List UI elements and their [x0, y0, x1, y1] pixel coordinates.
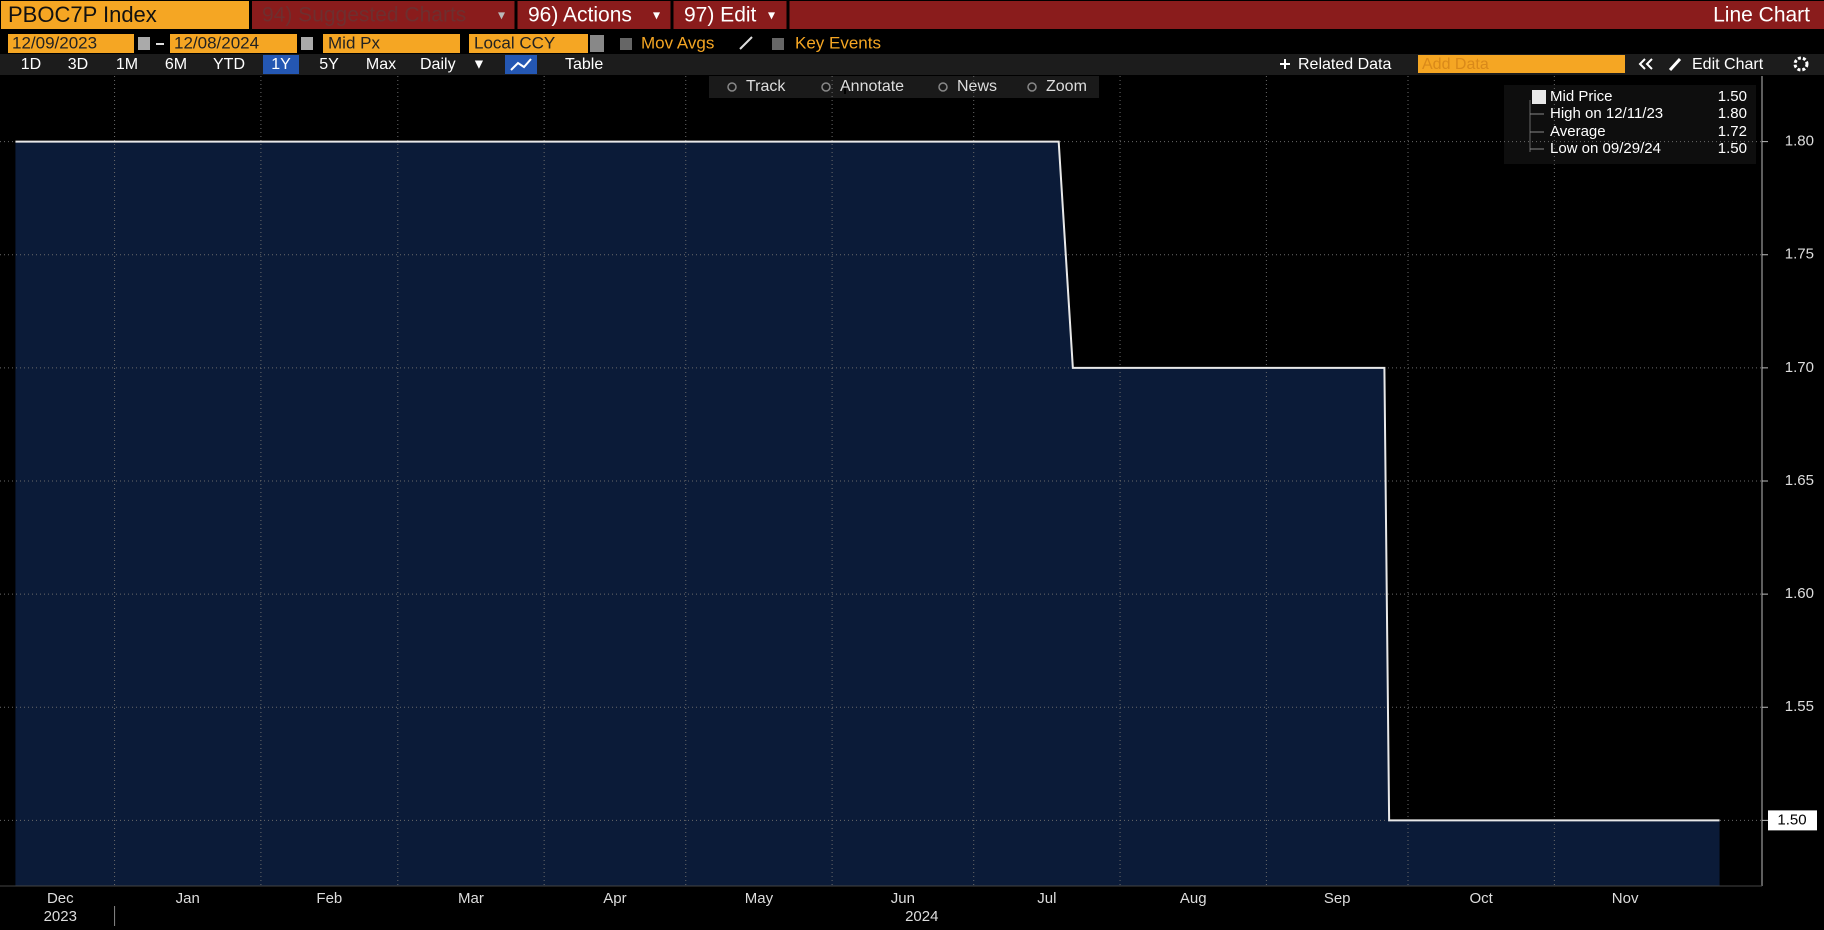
calendar-icon[interactable] — [138, 37, 150, 50]
divider — [844, 80, 846, 94]
dropdown-icon: ▾ — [768, 7, 775, 23]
menu-bar — [252, 1, 1824, 29]
dropdown-icon: ▾ — [653, 7, 660, 23]
x-year-label: 2024 — [905, 908, 938, 925]
period-button[interactable]: 5Y — [319, 56, 339, 73]
legend-label: Mid Price — [1550, 88, 1613, 105]
table-button[interactable]: Table — [565, 56, 603, 73]
pencil-icon[interactable] — [739, 36, 753, 50]
calendar-icon[interactable] — [301, 37, 313, 50]
checkbox[interactable] — [772, 38, 784, 50]
period-button[interactable]: 1D — [21, 56, 41, 73]
tool-button[interactable]: Track — [746, 78, 786, 95]
menu-item[interactable]: 97) Edit — [684, 4, 757, 27]
mov-avgs[interactable]: Mov Avgs — [641, 33, 714, 52]
period-button[interactable]: YTD — [213, 56, 245, 73]
dropdown-icon: ▾ — [498, 7, 505, 23]
ticker-field[interactable] — [1, 1, 249, 29]
tool-icon — [938, 82, 948, 92]
legend-label: Average — [1550, 123, 1606, 140]
x-tick-label: Sep — [1324, 890, 1351, 907]
checkbox[interactable] — [620, 38, 632, 50]
price-tag — [1768, 810, 1817, 831]
x-tick-label: Aug — [1180, 890, 1207, 907]
y-tick-label: 1.55 — [1785, 698, 1814, 715]
x-tick-label: Feb — [316, 890, 342, 907]
tool-icon — [821, 82, 831, 92]
tool-icon — [727, 82, 737, 92]
tool-button[interactable]: News — [957, 78, 997, 95]
tool-icon — [1027, 82, 1037, 92]
period-button[interactable]: 1Y — [271, 56, 291, 73]
collapse-icon[interactable] — [1638, 58, 1646, 70]
legend-value: 1.50 — [1718, 88, 1747, 105]
x-tick-label: May — [745, 890, 774, 907]
y-tick-label: 1.75 — [1785, 246, 1814, 263]
period-button[interactable]: Max — [366, 56, 396, 73]
x-tick-label: Nov — [1612, 890, 1639, 907]
x-tick-label: Jun — [891, 890, 915, 907]
price-tag-label: 1.50 — [1777, 811, 1806, 828]
date-field[interactable] — [8, 34, 134, 53]
x-tick-label: Mar — [458, 890, 484, 907]
collapse-icon[interactable] — [1645, 58, 1653, 70]
x-year-label: 2023 — [44, 908, 77, 925]
field-select[interactable] — [323, 34, 460, 53]
key-events[interactable]: Key Events — [795, 33, 881, 52]
tools-bar — [709, 76, 1099, 98]
related-data[interactable]: Related Data — [1298, 56, 1391, 73]
start-date[interactable]: 12/09/2023 — [12, 33, 97, 52]
y-tick-label: 1.70 — [1785, 359, 1814, 376]
x-tick-label: Jul — [1037, 890, 1056, 907]
settings-icon[interactable] — [1793, 56, 1809, 72]
pencil-icon[interactable] — [1668, 57, 1682, 72]
currency[interactable]: Local CCY — [474, 33, 555, 52]
legend-value: 1.50 — [1718, 140, 1747, 157]
area — [15, 141, 1720, 887]
frequency[interactable]: Daily — [420, 56, 456, 73]
menu-item[interactable]: 94) Suggested Charts — [262, 4, 466, 27]
dropdown-button[interactable] — [590, 35, 604, 52]
dropdown-icon: ▼ — [472, 56, 486, 72]
view-title: Line Chart — [1713, 4, 1810, 27]
ticker[interactable]: PBOC7P Index — [8, 2, 157, 27]
period-button[interactable]: 1M — [116, 56, 138, 73]
field[interactable]: Mid Px — [328, 33, 380, 52]
tool-button[interactable]: Zoom — [1046, 78, 1087, 95]
period-button[interactable]: 6M — [165, 56, 187, 73]
chart-type-icon — [510, 58, 532, 71]
add-data[interactable]: Add Data — [1422, 56, 1489, 73]
y-tick-label: 1.80 — [1785, 133, 1814, 150]
legend-swatch — [1532, 90, 1546, 104]
line — [15, 140, 1720, 822]
tool-button[interactable]: Annotate — [840, 78, 904, 95]
legend-label: High on 12/11/23 — [1550, 105, 1663, 122]
end-date[interactable]: 12/08/2024 — [174, 33, 259, 52]
x-tick-label: Dec — [47, 890, 74, 907]
currency-select[interactable] — [469, 34, 588, 53]
related-button[interactable] — [1267, 55, 1422, 74]
legend-value: 1.72 — [1718, 123, 1747, 140]
y-tick-label: 1.60 — [1785, 585, 1814, 602]
menu-item[interactable]: 96) Actions — [528, 4, 632, 27]
period-active[interactable] — [263, 55, 299, 74]
legend-value: 1.80 — [1718, 105, 1747, 122]
period-button[interactable]: 3D — [68, 56, 88, 73]
edit-chart[interactable]: Edit Chart — [1692, 56, 1764, 73]
add-data-field[interactable] — [1418, 55, 1625, 73]
x-tick-label: Jan — [176, 890, 200, 907]
date-field[interactable] — [170, 34, 297, 53]
x-tick-label: Apr — [603, 890, 626, 907]
y-tick-label: 1.65 — [1785, 472, 1814, 489]
legend-label: Low on 09/29/24 — [1550, 140, 1661, 157]
x-tick-label: Oct — [1469, 890, 1493, 907]
